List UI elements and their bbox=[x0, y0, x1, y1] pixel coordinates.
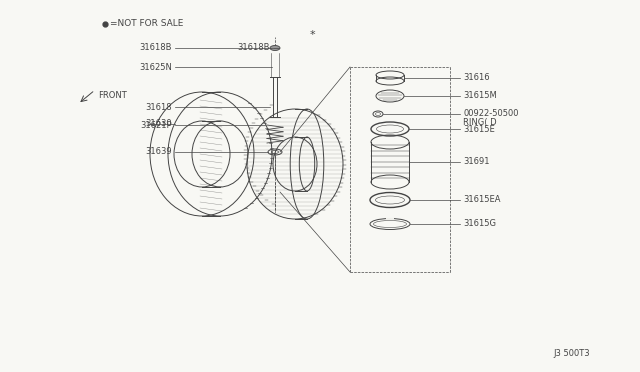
Text: RING( D: RING( D bbox=[463, 118, 497, 126]
Text: 31639: 31639 bbox=[145, 148, 172, 157]
Text: 31615G: 31615G bbox=[463, 219, 496, 228]
Text: 31625N: 31625N bbox=[139, 62, 172, 71]
Text: 31615E: 31615E bbox=[463, 125, 495, 134]
Text: 31621P: 31621P bbox=[140, 121, 172, 129]
Text: 31618B: 31618B bbox=[140, 44, 172, 52]
Text: 31630: 31630 bbox=[145, 119, 172, 128]
Text: 31618B: 31618B bbox=[237, 44, 270, 52]
Ellipse shape bbox=[270, 45, 280, 51]
Text: *: * bbox=[310, 30, 316, 40]
Text: 31616: 31616 bbox=[463, 74, 490, 83]
Text: J3 500T3: J3 500T3 bbox=[554, 350, 590, 359]
Text: 31691: 31691 bbox=[463, 157, 490, 167]
Text: 31615M: 31615M bbox=[463, 92, 497, 100]
Text: 31618: 31618 bbox=[145, 103, 172, 112]
Text: 31615EA: 31615EA bbox=[463, 196, 500, 205]
Text: 00922-50500: 00922-50500 bbox=[463, 109, 518, 119]
Text: =NOT FOR SALE: =NOT FOR SALE bbox=[110, 19, 184, 29]
Text: FRONT: FRONT bbox=[98, 92, 127, 100]
